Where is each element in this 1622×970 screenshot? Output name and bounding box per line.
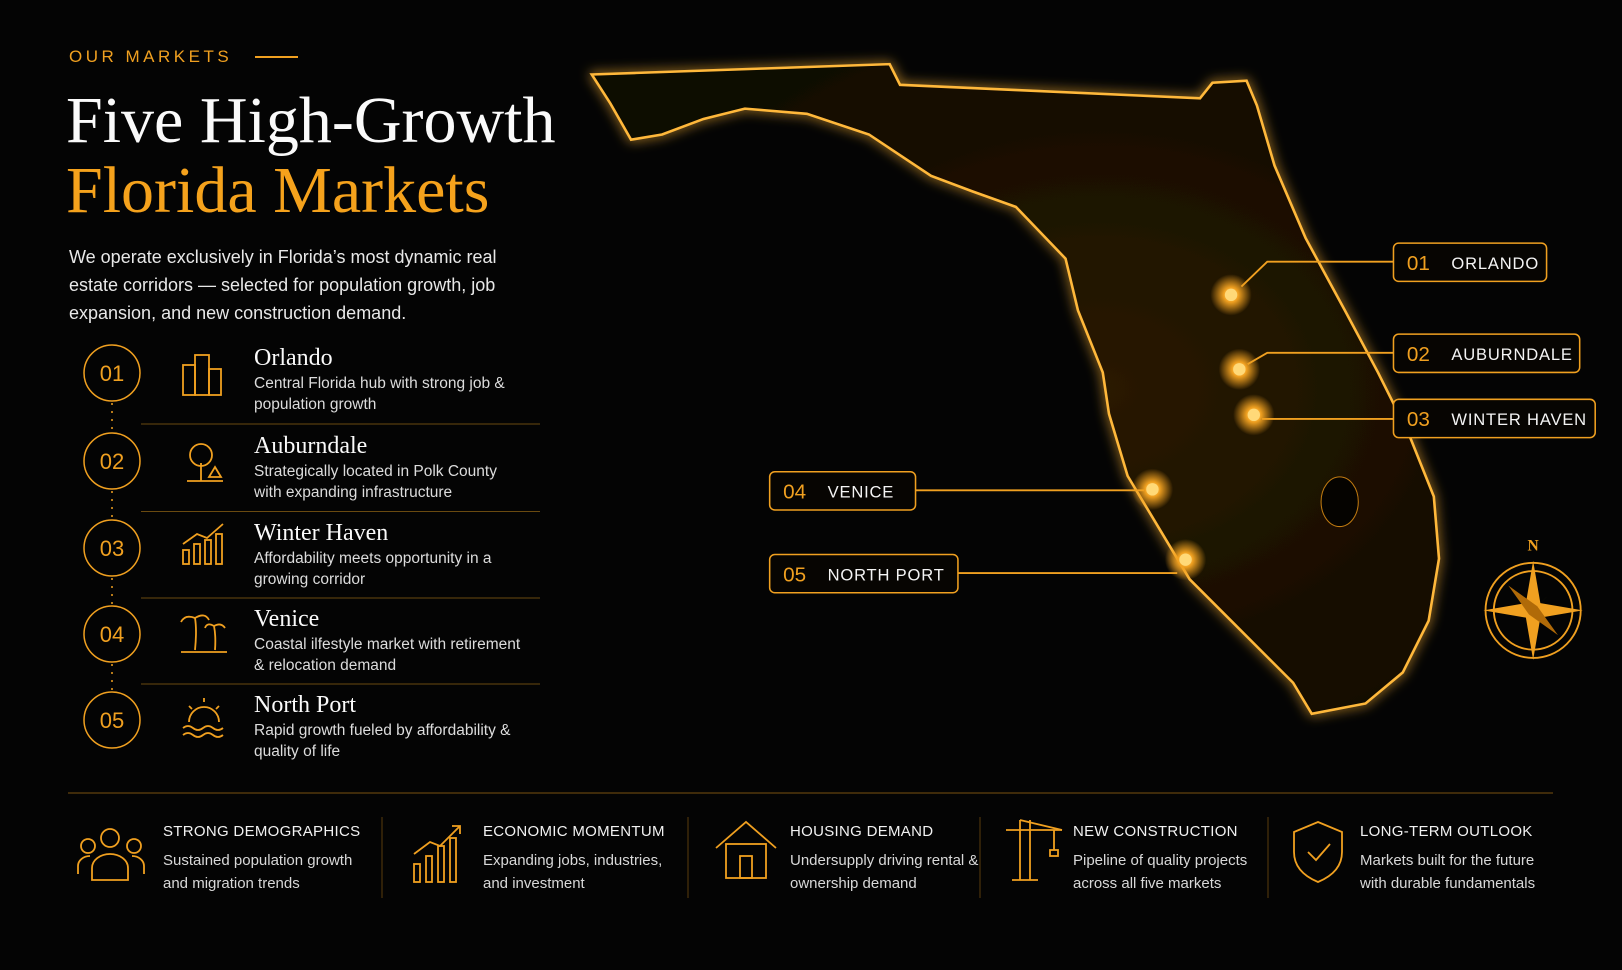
label-box (1392, 398, 1596, 439)
lake (1320, 476, 1359, 528)
label-name: AUBURNDALE (1451, 345, 1572, 364)
number-circle (83, 344, 141, 402)
market-number: 01 (100, 361, 124, 386)
market-number: 02 (100, 449, 124, 474)
title-line-1: Five High-Growth (66, 84, 556, 157)
label-number: 02 (1407, 343, 1430, 366)
pillar-title: LONG-TERM OUTLOOK (1360, 823, 1533, 840)
title-line-2: Florida Markets (66, 154, 490, 227)
market-list-graphics: 01 02 03 04 05 (83, 344, 540, 749)
florida-map: 01 ORLANDO 02 AUBURNDALE 03 WINTER HAVEN 04 VEN… (589, 62, 1596, 716)
number-circle (83, 691, 141, 749)
market-name: Winter Haven (254, 520, 389, 546)
pillar-icons (77, 819, 1343, 883)
market-description: Strategically located in Polk County wit… (254, 463, 497, 501)
pillar-description: Markets built for the future with durabl… (1360, 852, 1536, 892)
market-name: Orlando (254, 345, 333, 371)
number-circle (83, 605, 141, 663)
pillar-title: NEW CONSTRUCTION (1073, 823, 1238, 840)
market-name: Venice (254, 606, 320, 632)
pillar-description: Pipeline of quality projects across all … (1073, 852, 1248, 892)
label-number: 01 (1407, 252, 1430, 275)
label-box (768, 553, 959, 594)
pillar-description: Undersupply driving rental & ownership d… (790, 852, 979, 892)
market-description: Affordability meets opportunity in a gro… (254, 550, 492, 588)
market-name: North Port (254, 692, 356, 718)
market-icons (180, 354, 227, 738)
market-description: Rapid growth fueled by affordability & q… (254, 722, 511, 760)
number-circle (83, 432, 141, 490)
pillar-title: STRONG DEMOGRAPHICS (163, 823, 361, 840)
label-name: ORLANDO (1451, 254, 1539, 273)
number-circle (83, 519, 141, 577)
market-description: Central Florida hub with strong job & po… (254, 375, 505, 413)
label-number: 03 (1407, 408, 1430, 431)
label-name: NORTH PORT (828, 565, 945, 584)
market-number: 03 (100, 536, 124, 561)
pillar-title: HOUSING DEMAND (790, 823, 934, 840)
market-description: Coastal ilfestyle market with retirement… (254, 636, 521, 674)
pillar-description: Expanding jobs, industries, and investme… (483, 852, 663, 892)
label-name: WINTER HAVEN (1451, 410, 1587, 429)
markers (1131, 274, 1275, 581)
label-number: 04 (783, 481, 806, 504)
compass-north: N (1528, 537, 1539, 554)
leader-lines (915, 260, 1394, 575)
market-number: 05 (100, 708, 124, 733)
label-box (768, 470, 917, 511)
pillar-description: Sustained population growth and migratio… (163, 852, 353, 892)
pillar-title: ECONOMIC MOMENTUM (483, 823, 665, 840)
compass: N (1483, 537, 1583, 661)
market-number: 04 (100, 622, 124, 647)
label-boxes: 01 ORLANDO 02 AUBURNDALE 03 WINTER HAVEN 04 VEN… (768, 242, 1596, 594)
label-box (1392, 242, 1548, 283)
eyebrow: OUR MARKETS (69, 47, 233, 66)
market-name: Auburndale (254, 433, 368, 459)
state-outline (589, 62, 1441, 716)
label-name: VENICE (828, 483, 895, 502)
label-box (1392, 333, 1581, 374)
intro: We operate exclusively in Florida’s most… (69, 247, 497, 323)
pillar-separators (381, 817, 1269, 898)
label-number: 05 (783, 563, 806, 586)
